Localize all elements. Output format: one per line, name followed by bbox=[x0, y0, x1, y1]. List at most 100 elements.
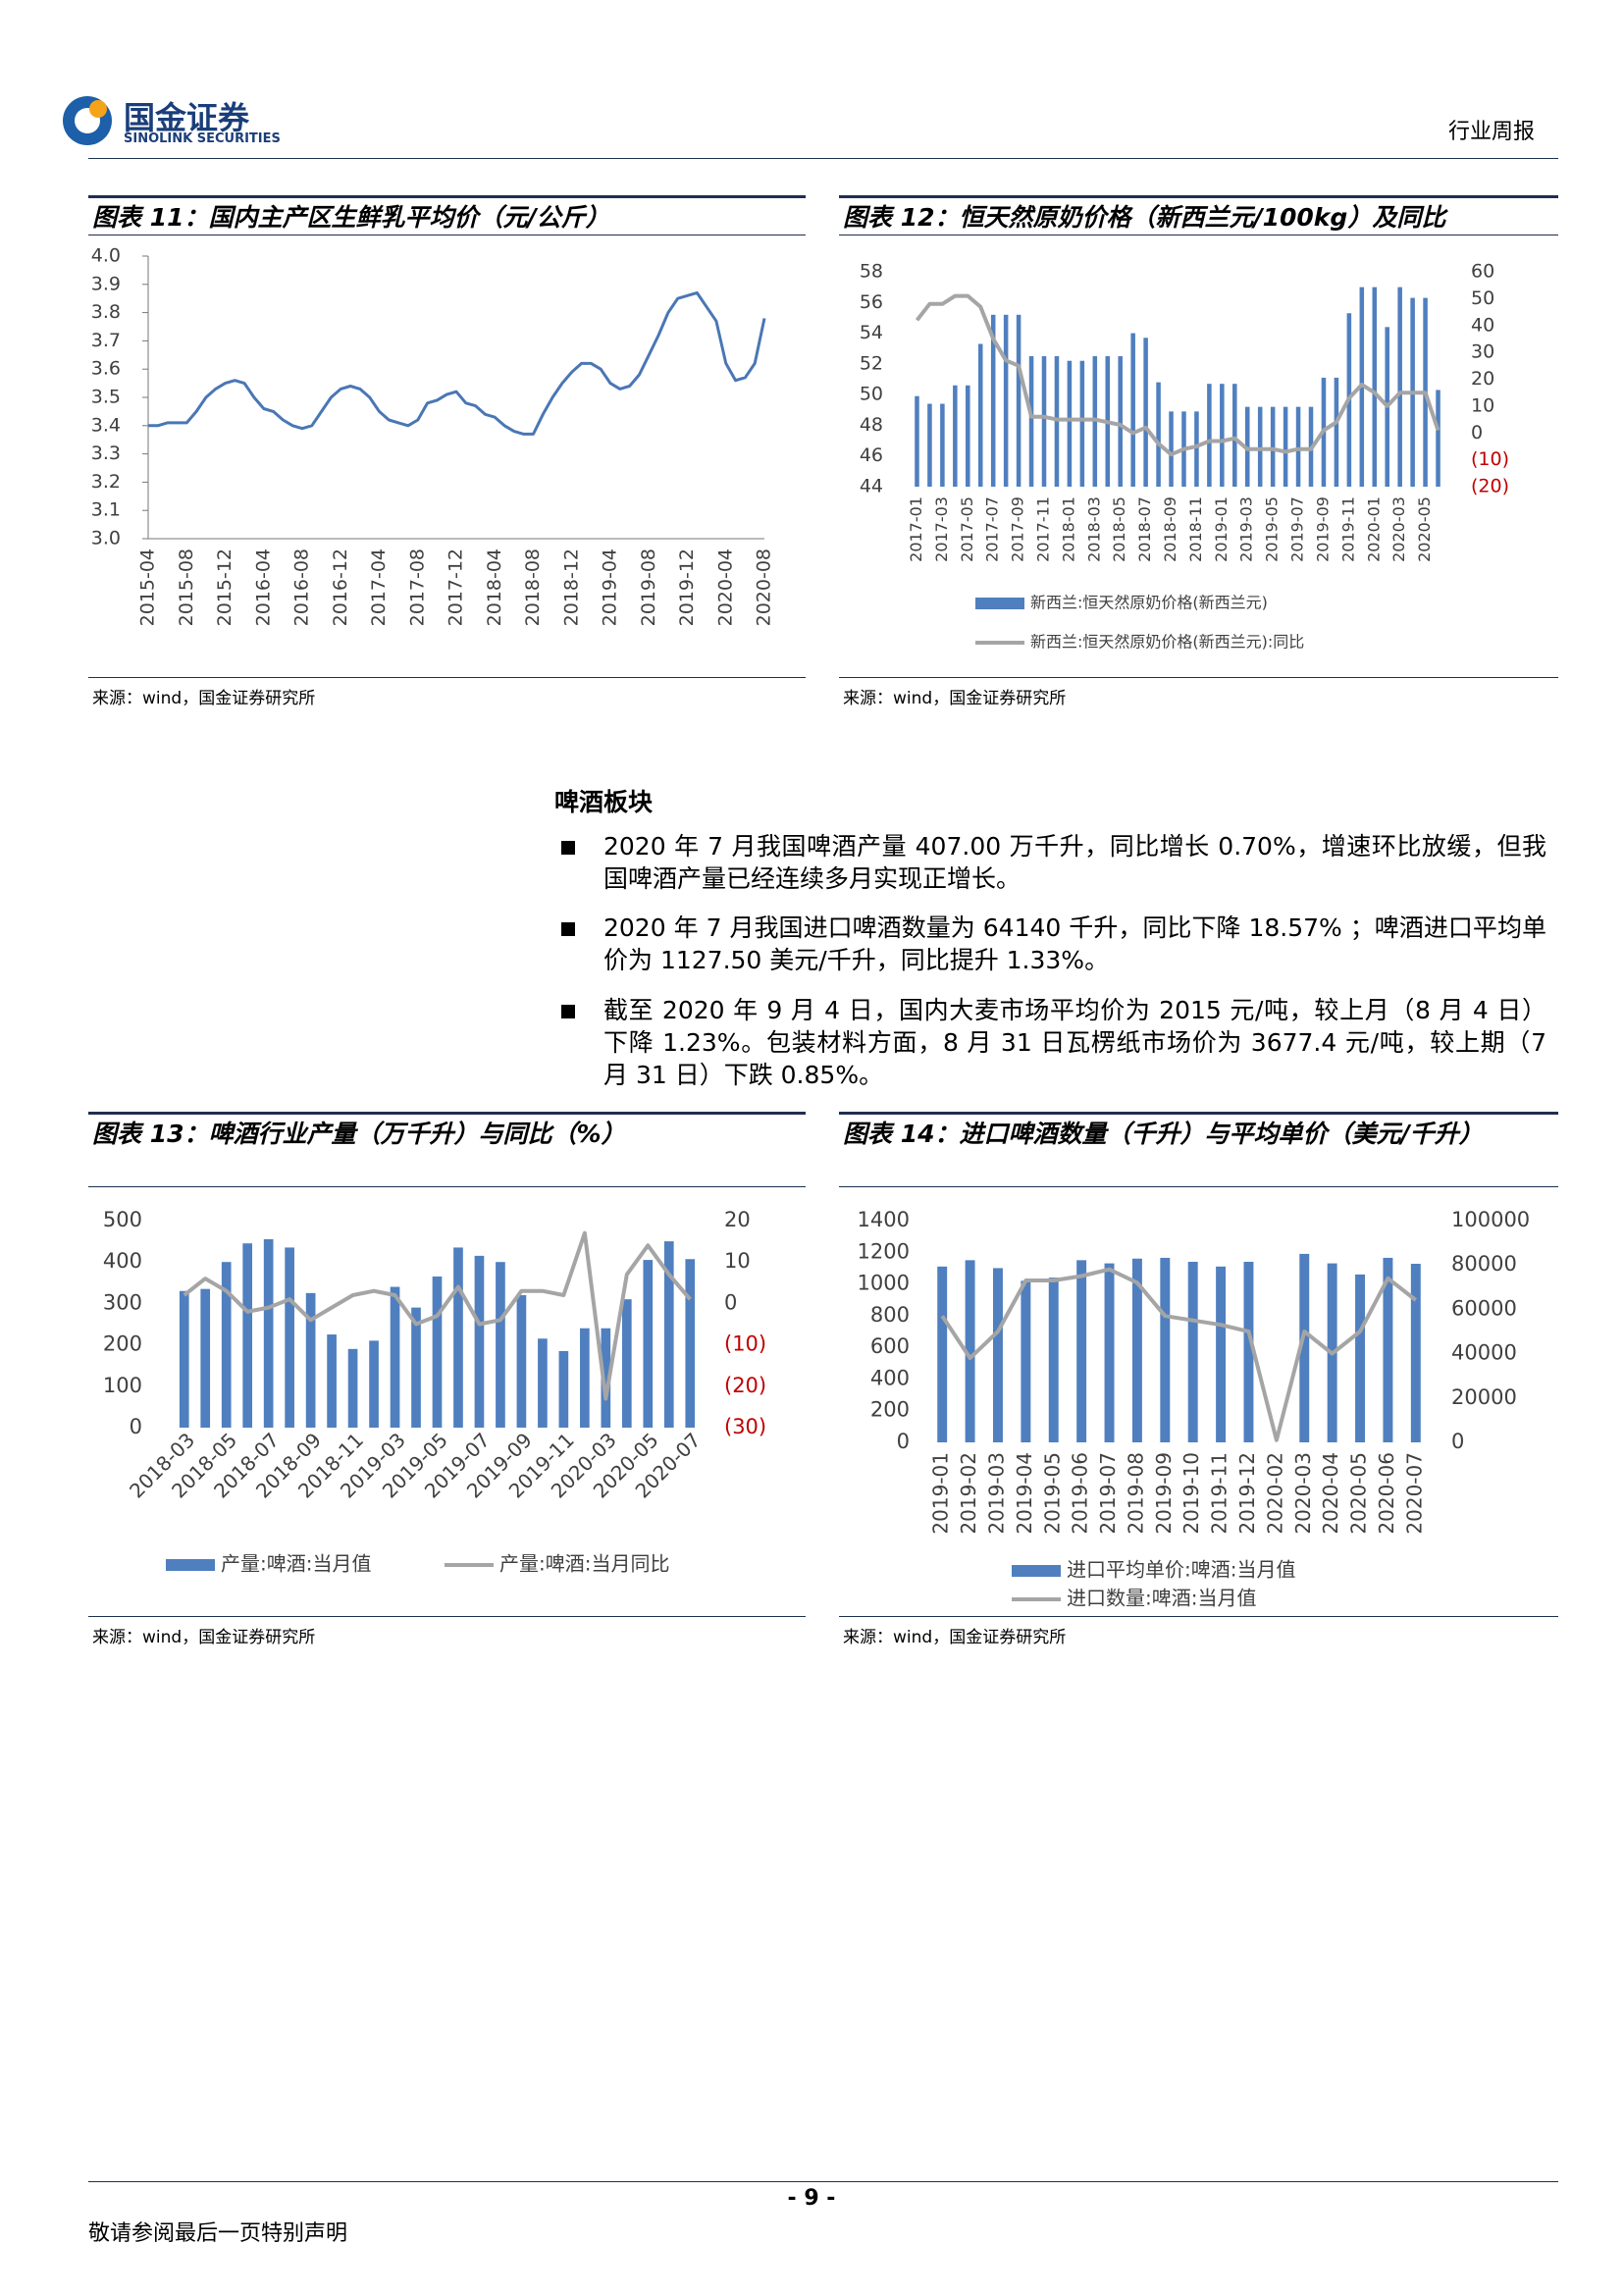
bar bbox=[1003, 314, 1009, 487]
y-tick-label: 3.3 bbox=[91, 443, 121, 464]
y-tick-label: 1200 bbox=[858, 1239, 910, 1263]
bar bbox=[285, 1247, 294, 1428]
bar bbox=[538, 1338, 548, 1428]
y-tick-label: 4.0 bbox=[91, 245, 121, 267]
bar bbox=[390, 1286, 400, 1428]
x-tick-label: 2019-12 bbox=[1235, 1452, 1259, 1535]
y-tick-label: 400 bbox=[870, 1366, 910, 1389]
x-tick-label: 2017-08 bbox=[406, 548, 428, 626]
footer-rule bbox=[88, 2181, 1558, 2182]
bar bbox=[1383, 1257, 1393, 1442]
x-tick-label: 2015-08 bbox=[176, 548, 197, 626]
panel-rule bbox=[839, 1616, 1558, 1617]
legend-label: 进口数量:啤酒:当月值 bbox=[1067, 1587, 1256, 1610]
y-tick-label: (20) bbox=[724, 1374, 766, 1397]
bar bbox=[1076, 1260, 1087, 1442]
bar bbox=[966, 385, 970, 487]
bar bbox=[200, 1288, 211, 1428]
y-tick-label: 3.0 bbox=[91, 528, 121, 549]
y-tick-label: 0 bbox=[1471, 422, 1483, 444]
x-tick-label: 2019-06 bbox=[1069, 1452, 1092, 1535]
chart-panel: 图表 12：恒天然原奶价格（新西兰元/100kg）及同比 44 46 48 50 52 5… bbox=[839, 195, 1558, 725]
bullet-icon bbox=[561, 841, 575, 855]
x-tick-label: 2020-03 bbox=[1389, 496, 1408, 562]
y-tick-label: 100000 bbox=[1451, 1208, 1530, 1231]
x-tick-label: 2016-04 bbox=[252, 548, 274, 626]
y-tick-label: 300 bbox=[103, 1290, 142, 1314]
y-tick-label: 0 bbox=[724, 1290, 737, 1314]
line bbox=[915, 293, 1441, 457]
chart: 3.0 3.1 3.2 3.3 3.4 3.5 3.6 3.7 3.8 3.9 4.0 2015-04… bbox=[91, 245, 775, 627]
y-tick-label: 44 bbox=[860, 476, 883, 497]
bar bbox=[1334, 377, 1339, 487]
y-tick-label: 50 bbox=[1471, 287, 1494, 309]
bar bbox=[990, 314, 996, 487]
chart-panel: 图表 14：进口啤酒数量（千升）与平均单价（美元/千升） 0 200 400 600 8… bbox=[839, 1112, 1558, 1661]
bar bbox=[1079, 360, 1085, 487]
x-tick-label: 2018-07 bbox=[1135, 496, 1154, 562]
bar bbox=[496, 1262, 505, 1428]
chart: 44 46 48 50 52 54 56 58 60 50 40 30 20 10 0 (10) (20) 201… bbox=[860, 261, 1509, 652]
bar bbox=[305, 1292, 316, 1428]
company-name-en: SINOLINK SECURITIES bbox=[124, 131, 281, 146]
x-tick-label: 2019-03 bbox=[1237, 496, 1256, 562]
bar bbox=[1243, 1261, 1254, 1442]
bar bbox=[1131, 1258, 1142, 1442]
x-tick-label: 2016-12 bbox=[330, 548, 351, 626]
y-tick-label: 1400 bbox=[858, 1208, 910, 1231]
bar bbox=[580, 1328, 590, 1428]
bar bbox=[965, 1260, 975, 1442]
x-tick-label: 2019-12 bbox=[676, 548, 698, 626]
bar bbox=[1232, 384, 1237, 487]
x-tick-label: 2019-02 bbox=[957, 1452, 980, 1535]
y-tick-label: 3.4 bbox=[91, 414, 121, 436]
bar bbox=[685, 1259, 696, 1428]
x-tick-label: 2019-04 bbox=[600, 548, 621, 626]
bar bbox=[1295, 406, 1301, 487]
bar bbox=[1270, 406, 1276, 487]
y-tick-label: 56 bbox=[860, 291, 883, 313]
x-tick-label: 2017-11 bbox=[1034, 496, 1053, 562]
y-tick-label: 20000 bbox=[1451, 1385, 1517, 1409]
y-tick-label: 600 bbox=[870, 1334, 910, 1358]
x-tick-label: 2018-01 bbox=[1059, 496, 1077, 562]
x-tick-label: 2020-01 bbox=[1364, 496, 1383, 562]
chart-panel: 图表 13：啤酒行业产量（万千升）与同比（%） 0 100 200 300 400 500… bbox=[88, 1112, 806, 1661]
bar bbox=[1283, 406, 1288, 487]
bullet-text: 截至 2020 年 9 月 4 日，国内大麦市场平均价为 2015 元/吨，较上… bbox=[603, 996, 1546, 1089]
bar bbox=[1041, 356, 1047, 487]
bar bbox=[1397, 287, 1402, 487]
bullet-text: 2020 年 7 月我国进口啤酒数量为 64140 千升，同比下降 18.57%… bbox=[603, 913, 1546, 974]
legend-label: 产量:啤酒:当月同比 bbox=[499, 1552, 669, 1576]
x-tick-label: 2017-07 bbox=[983, 496, 1002, 562]
x-tick-label: 2020-05 bbox=[1347, 1452, 1371, 1535]
panel-rule bbox=[88, 1616, 806, 1617]
chart-title: 图表 14：进口啤酒数量（千升）与平均单价（美元/千升） bbox=[839, 1112, 1558, 1187]
bar bbox=[558, 1350, 569, 1428]
bar bbox=[1118, 356, 1123, 487]
y-tick-label: 100 bbox=[103, 1374, 142, 1397]
source: 来源：wind，国金证券研究所 bbox=[843, 1628, 1067, 1647]
x-tick-label: 2020-04 bbox=[714, 548, 736, 626]
y-tick-label: 20 bbox=[1471, 368, 1494, 390]
y-tick-label: (20) bbox=[1471, 476, 1509, 497]
y-tick-label: 400 bbox=[103, 1249, 142, 1273]
bar bbox=[993, 1268, 1003, 1442]
x-tick-label: 2016-08 bbox=[291, 548, 313, 626]
source: 来源：wind，国金证券研究所 bbox=[843, 689, 1067, 708]
logo bbox=[61, 94, 120, 147]
y-tick-label: 52 bbox=[860, 352, 883, 374]
x-tick-label: 2018-04 bbox=[484, 548, 505, 626]
x-tick-label: 2017-05 bbox=[958, 496, 976, 562]
bullet-text: 2020 年 7 月我国啤酒产量 407.00 万千升，同比增长 0.70%，增… bbox=[603, 832, 1546, 893]
company-name: 国金证券 bbox=[124, 99, 250, 136]
section-heading: 啤酒板块 bbox=[554, 788, 654, 816]
x-tick-label: 2017-09 bbox=[1009, 496, 1027, 562]
y-tick-label: 40000 bbox=[1451, 1341, 1517, 1365]
bar bbox=[621, 1299, 632, 1428]
bar bbox=[940, 403, 945, 487]
chart-title: 图表 11：国内主产区生鲜乳平均价（元/公斤） bbox=[88, 195, 806, 235]
x-tick-label: 2019-07 bbox=[1288, 496, 1307, 562]
x-tick-label: 2017-03 bbox=[932, 496, 951, 562]
bar bbox=[263, 1238, 274, 1428]
